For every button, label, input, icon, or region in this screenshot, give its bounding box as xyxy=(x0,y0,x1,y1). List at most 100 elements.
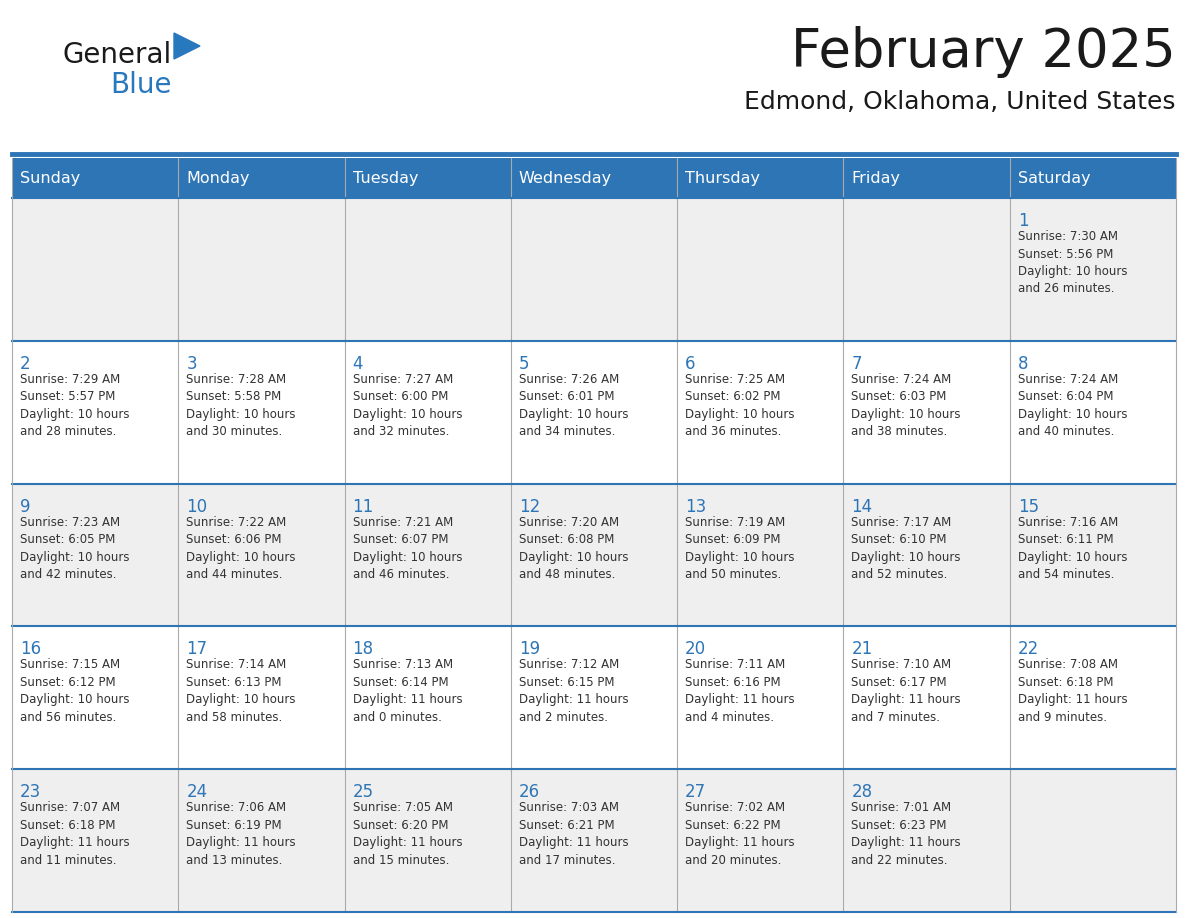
Text: Sunrise: 7:24 AM
Sunset: 6:04 PM
Daylight: 10 hours
and 40 minutes.: Sunrise: 7:24 AM Sunset: 6:04 PM Dayligh… xyxy=(1018,373,1127,438)
Text: 12: 12 xyxy=(519,498,541,516)
Bar xyxy=(12,769,178,912)
Text: Sunrise: 7:03 AM
Sunset: 6:21 PM
Daylight: 11 hours
and 17 minutes.: Sunrise: 7:03 AM Sunset: 6:21 PM Dayligh… xyxy=(519,801,628,867)
Bar xyxy=(677,341,843,484)
Bar xyxy=(511,626,677,769)
Bar xyxy=(1010,198,1176,341)
Text: Sunrise: 7:27 AM
Sunset: 6:00 PM
Daylight: 10 hours
and 32 minutes.: Sunrise: 7:27 AM Sunset: 6:00 PM Dayligh… xyxy=(353,373,462,438)
Bar xyxy=(178,484,345,626)
Text: 10: 10 xyxy=(187,498,208,516)
Bar xyxy=(677,626,843,769)
Text: 7: 7 xyxy=(852,354,862,373)
Text: 17: 17 xyxy=(187,641,208,658)
Text: Thursday: Thursday xyxy=(685,171,760,185)
Text: February 2025: February 2025 xyxy=(791,26,1176,78)
Bar xyxy=(1010,769,1176,912)
Text: Tuesday: Tuesday xyxy=(353,171,418,185)
Bar xyxy=(511,341,677,484)
Bar xyxy=(677,198,843,341)
Text: 19: 19 xyxy=(519,641,541,658)
Text: Sunrise: 7:16 AM
Sunset: 6:11 PM
Daylight: 10 hours
and 54 minutes.: Sunrise: 7:16 AM Sunset: 6:11 PM Dayligh… xyxy=(1018,516,1127,581)
Bar xyxy=(345,341,511,484)
Text: Sunrise: 7:02 AM
Sunset: 6:22 PM
Daylight: 11 hours
and 20 minutes.: Sunrise: 7:02 AM Sunset: 6:22 PM Dayligh… xyxy=(685,801,795,867)
Text: 2: 2 xyxy=(20,354,31,373)
Bar xyxy=(345,769,511,912)
Bar xyxy=(511,484,677,626)
Text: 13: 13 xyxy=(685,498,707,516)
Text: Sunrise: 7:28 AM
Sunset: 5:58 PM
Daylight: 10 hours
and 30 minutes.: Sunrise: 7:28 AM Sunset: 5:58 PM Dayligh… xyxy=(187,373,296,438)
Text: 11: 11 xyxy=(353,498,374,516)
Text: Sunrise: 7:30 AM
Sunset: 5:56 PM
Daylight: 10 hours
and 26 minutes.: Sunrise: 7:30 AM Sunset: 5:56 PM Dayligh… xyxy=(1018,230,1127,296)
Text: Edmond, Oklahoma, United States: Edmond, Oklahoma, United States xyxy=(745,90,1176,114)
Text: Sunrise: 7:29 AM
Sunset: 5:57 PM
Daylight: 10 hours
and 28 minutes.: Sunrise: 7:29 AM Sunset: 5:57 PM Dayligh… xyxy=(20,373,129,438)
Text: Sunrise: 7:25 AM
Sunset: 6:02 PM
Daylight: 10 hours
and 36 minutes.: Sunrise: 7:25 AM Sunset: 6:02 PM Dayligh… xyxy=(685,373,795,438)
Bar xyxy=(345,626,511,769)
Bar xyxy=(843,198,1010,341)
Bar xyxy=(677,769,843,912)
Bar xyxy=(1010,158,1176,198)
Bar xyxy=(345,484,511,626)
Bar xyxy=(178,158,345,198)
Bar xyxy=(345,198,511,341)
Text: Sunrise: 7:06 AM
Sunset: 6:19 PM
Daylight: 11 hours
and 13 minutes.: Sunrise: 7:06 AM Sunset: 6:19 PM Dayligh… xyxy=(187,801,296,867)
Bar xyxy=(12,484,178,626)
Text: 3: 3 xyxy=(187,354,197,373)
Text: Sunrise: 7:23 AM
Sunset: 6:05 PM
Daylight: 10 hours
and 42 minutes.: Sunrise: 7:23 AM Sunset: 6:05 PM Dayligh… xyxy=(20,516,129,581)
Bar xyxy=(843,484,1010,626)
Bar xyxy=(677,158,843,198)
Text: General: General xyxy=(62,41,171,69)
Text: 25: 25 xyxy=(353,783,374,801)
Text: 15: 15 xyxy=(1018,498,1038,516)
Text: Sunrise: 7:12 AM
Sunset: 6:15 PM
Daylight: 11 hours
and 2 minutes.: Sunrise: 7:12 AM Sunset: 6:15 PM Dayligh… xyxy=(519,658,628,724)
Text: Sunrise: 7:13 AM
Sunset: 6:14 PM
Daylight: 11 hours
and 0 minutes.: Sunrise: 7:13 AM Sunset: 6:14 PM Dayligh… xyxy=(353,658,462,724)
Text: 23: 23 xyxy=(20,783,42,801)
Text: 8: 8 xyxy=(1018,354,1029,373)
Bar xyxy=(1010,626,1176,769)
Text: 21: 21 xyxy=(852,641,873,658)
Bar xyxy=(12,198,178,341)
Text: Sunrise: 7:05 AM
Sunset: 6:20 PM
Daylight: 11 hours
and 15 minutes.: Sunrise: 7:05 AM Sunset: 6:20 PM Dayligh… xyxy=(353,801,462,867)
Text: Sunrise: 7:07 AM
Sunset: 6:18 PM
Daylight: 11 hours
and 11 minutes.: Sunrise: 7:07 AM Sunset: 6:18 PM Dayligh… xyxy=(20,801,129,867)
Bar xyxy=(843,341,1010,484)
Text: Blue: Blue xyxy=(110,71,171,99)
Polygon shape xyxy=(173,33,200,59)
Text: Sunrise: 7:14 AM
Sunset: 6:13 PM
Daylight: 10 hours
and 58 minutes.: Sunrise: 7:14 AM Sunset: 6:13 PM Dayligh… xyxy=(187,658,296,724)
Text: Wednesday: Wednesday xyxy=(519,171,612,185)
Bar xyxy=(677,484,843,626)
Text: 28: 28 xyxy=(852,783,872,801)
Text: 22: 22 xyxy=(1018,641,1040,658)
Bar xyxy=(178,769,345,912)
Text: Sunrise: 7:08 AM
Sunset: 6:18 PM
Daylight: 11 hours
and 9 minutes.: Sunrise: 7:08 AM Sunset: 6:18 PM Dayligh… xyxy=(1018,658,1127,724)
Text: Saturday: Saturday xyxy=(1018,171,1091,185)
Text: Sunrise: 7:26 AM
Sunset: 6:01 PM
Daylight: 10 hours
and 34 minutes.: Sunrise: 7:26 AM Sunset: 6:01 PM Dayligh… xyxy=(519,373,628,438)
Bar xyxy=(178,626,345,769)
Text: 14: 14 xyxy=(852,498,872,516)
Bar xyxy=(178,198,345,341)
Text: Sunrise: 7:10 AM
Sunset: 6:17 PM
Daylight: 11 hours
and 7 minutes.: Sunrise: 7:10 AM Sunset: 6:17 PM Dayligh… xyxy=(852,658,961,724)
Bar xyxy=(178,341,345,484)
Text: 16: 16 xyxy=(20,641,42,658)
Bar xyxy=(12,158,178,198)
Text: Sunrise: 7:22 AM
Sunset: 6:06 PM
Daylight: 10 hours
and 44 minutes.: Sunrise: 7:22 AM Sunset: 6:06 PM Dayligh… xyxy=(187,516,296,581)
Text: Sunrise: 7:21 AM
Sunset: 6:07 PM
Daylight: 10 hours
and 46 minutes.: Sunrise: 7:21 AM Sunset: 6:07 PM Dayligh… xyxy=(353,516,462,581)
Text: Sunday: Sunday xyxy=(20,171,81,185)
Text: 1: 1 xyxy=(1018,212,1029,230)
Bar xyxy=(345,158,511,198)
Text: 26: 26 xyxy=(519,783,541,801)
Text: 6: 6 xyxy=(685,354,696,373)
Text: 24: 24 xyxy=(187,783,208,801)
Text: Sunrise: 7:24 AM
Sunset: 6:03 PM
Daylight: 10 hours
and 38 minutes.: Sunrise: 7:24 AM Sunset: 6:03 PM Dayligh… xyxy=(852,373,961,438)
Text: 27: 27 xyxy=(685,783,707,801)
Bar xyxy=(511,198,677,341)
Text: Sunrise: 7:15 AM
Sunset: 6:12 PM
Daylight: 10 hours
and 56 minutes.: Sunrise: 7:15 AM Sunset: 6:12 PM Dayligh… xyxy=(20,658,129,724)
Text: Sunrise: 7:17 AM
Sunset: 6:10 PM
Daylight: 10 hours
and 52 minutes.: Sunrise: 7:17 AM Sunset: 6:10 PM Dayligh… xyxy=(852,516,961,581)
Text: 18: 18 xyxy=(353,641,374,658)
Bar xyxy=(12,341,178,484)
Text: Friday: Friday xyxy=(852,171,901,185)
Bar xyxy=(843,769,1010,912)
Text: Sunrise: 7:20 AM
Sunset: 6:08 PM
Daylight: 10 hours
and 48 minutes.: Sunrise: 7:20 AM Sunset: 6:08 PM Dayligh… xyxy=(519,516,628,581)
Text: Sunrise: 7:11 AM
Sunset: 6:16 PM
Daylight: 11 hours
and 4 minutes.: Sunrise: 7:11 AM Sunset: 6:16 PM Dayligh… xyxy=(685,658,795,724)
Text: 5: 5 xyxy=(519,354,530,373)
Text: Sunrise: 7:01 AM
Sunset: 6:23 PM
Daylight: 11 hours
and 22 minutes.: Sunrise: 7:01 AM Sunset: 6:23 PM Dayligh… xyxy=(852,801,961,867)
Text: Monday: Monday xyxy=(187,171,249,185)
Text: 9: 9 xyxy=(20,498,31,516)
